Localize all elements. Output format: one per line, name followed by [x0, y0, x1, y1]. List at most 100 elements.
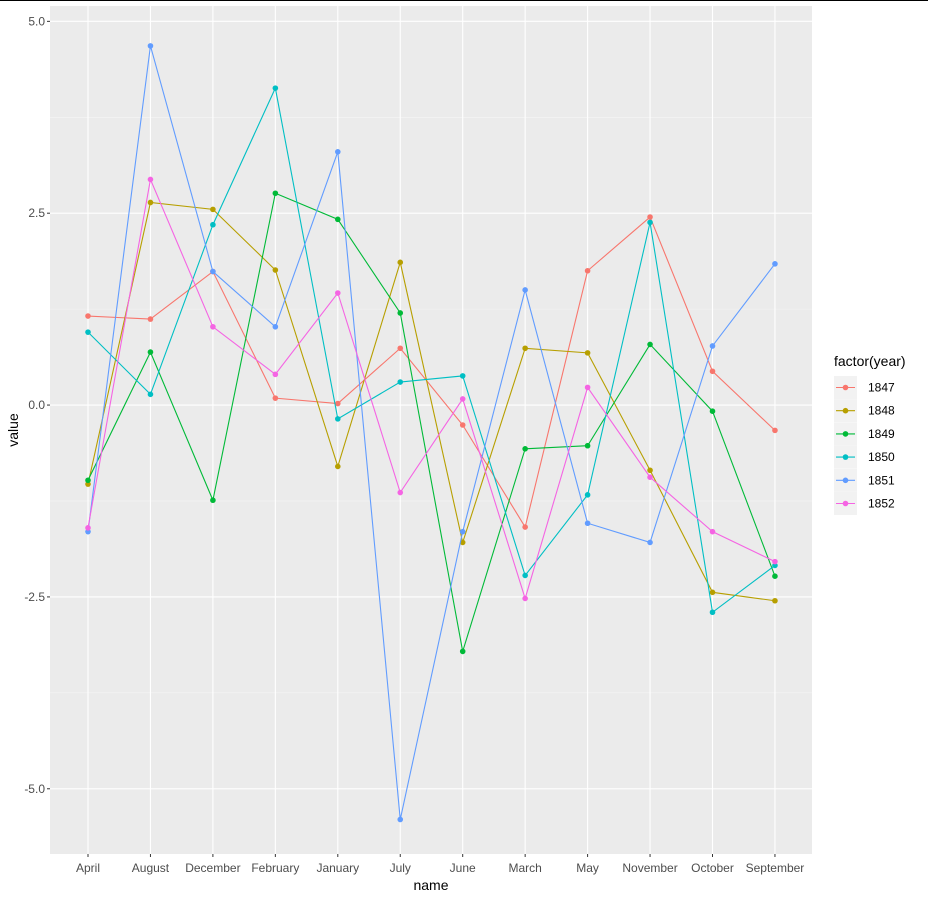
data-point-1849: [709, 408, 716, 414]
data-point-1851: [210, 268, 216, 275]
x-axis-title: name: [413, 877, 448, 893]
series-1851: [85, 43, 778, 823]
data-point-1849: [272, 190, 279, 197]
data-point-1848: [147, 199, 154, 206]
legend-label-1849: 1849: [868, 427, 895, 441]
minor-gridlines: [50, 116, 812, 694]
data-point-1849: [335, 216, 341, 223]
y-axis-title: value: [5, 413, 21, 447]
legend-item-1852: 1852: [834, 492, 895, 515]
data-point-1850: [147, 391, 154, 398]
series-1848: [85, 199, 778, 604]
legend-item-1849: 1849: [834, 422, 895, 446]
data-point-1847: [147, 316, 154, 322]
data-point-1847: [584, 267, 591, 274]
x-tick-label: January: [316, 861, 359, 875]
data-point-1849: [584, 442, 591, 449]
series-line-1849: [87, 192, 776, 652]
data-point-1848: [210, 206, 216, 213]
x-tick-label: December: [185, 861, 240, 875]
data-point-1848: [459, 539, 466, 546]
data-point-1852: [147, 176, 154, 183]
legend-key-point: [842, 407, 849, 414]
x-tick-label: October: [691, 861, 734, 875]
legend-key-point: [842, 454, 849, 460]
data-point-1849: [647, 341, 653, 348]
data-point-1848: [397, 259, 404, 266]
legend-key-point: [842, 384, 849, 391]
data-point-1848: [522, 345, 528, 352]
data-point-1849: [459, 648, 466, 655]
data-point-1849: [522, 446, 528, 452]
data-point-1848: [85, 481, 91, 487]
data-point-1852: [647, 474, 653, 480]
legend-key-point: [842, 500, 849, 507]
data-point-1852: [272, 371, 279, 378]
data-point-1847: [272, 395, 279, 401]
data-point-1848: [772, 597, 778, 604]
data-point-1851: [709, 343, 716, 349]
series-line-1847: [87, 216, 776, 529]
legend-item-1851: 1851: [834, 468, 895, 492]
legend: factor(year) 1847 1848 1849 1850 1851 1852: [834, 353, 906, 515]
major-gridlines: [50, 6, 812, 854]
data-point-1850: [210, 221, 216, 228]
data-point-1851: [459, 528, 466, 535]
data-point-1847: [85, 313, 91, 319]
data-point-1850: [772, 562, 778, 569]
x-tick-label: March: [508, 861, 541, 875]
data-point-1847: [335, 400, 341, 407]
legend-label-1851: 1851: [868, 473, 895, 487]
data-point-1847: [709, 368, 716, 375]
data-point-1852: [85, 525, 91, 531]
legend-items: 1847 1848 1849 1850 1851 1852: [834, 376, 895, 515]
data-point-1850: [272, 85, 279, 91]
data-point-1852: [210, 323, 216, 330]
series-1847: [85, 214, 778, 530]
data-point-1851: [522, 287, 528, 293]
data-point-1848: [584, 350, 591, 356]
data-point-1847: [397, 345, 404, 352]
data-point-1851: [85, 528, 91, 535]
data-point-1849: [772, 573, 778, 579]
data-point-1850: [459, 373, 466, 379]
plot-panel: [50, 6, 812, 854]
y-tick-label: 2.5: [28, 206, 45, 220]
x-tick-label: April: [76, 861, 100, 875]
data-point-1852: [335, 290, 341, 296]
data-point-1850: [522, 572, 528, 579]
legend-item-1848: 1848: [834, 399, 895, 423]
data-point-1851: [272, 323, 279, 330]
x-axis: April August December February January July Ju…: [76, 854, 804, 875]
data-point-1848: [272, 267, 279, 273]
x-tick-label: May: [576, 861, 599, 875]
data-point-1852: [522, 595, 528, 602]
series-layer: [85, 43, 778, 823]
series-line-1848: [87, 201, 776, 602]
data-point-1851: [147, 43, 154, 49]
y-tick-label: -2.5: [24, 590, 45, 604]
legend-label-1847: 1847: [868, 381, 895, 395]
x-tick-label: August: [132, 861, 170, 875]
data-point-1852: [772, 558, 778, 565]
legend-item-1850: 1850: [834, 445, 895, 469]
data-point-1851: [772, 261, 778, 267]
x-tick-label: February: [251, 861, 299, 875]
legend-label-1852: 1852: [868, 497, 895, 511]
data-point-1852: [459, 396, 466, 402]
data-point-1847: [522, 524, 528, 530]
data-point-1849: [210, 497, 216, 504]
data-point-1849: [397, 310, 404, 316]
data-point-1847: [772, 427, 778, 434]
series-1850: [85, 85, 778, 616]
legend-title: factor(year): [834, 353, 906, 369]
series-line-1850: [87, 86, 776, 614]
data-point-1850: [647, 219, 653, 226]
data-point-1851: [584, 520, 591, 527]
data-point-1852: [584, 384, 591, 391]
x-tick-label: September: [746, 861, 805, 875]
x-tick-label: June: [450, 861, 476, 875]
x-tick-label: July: [390, 861, 411, 875]
y-axis: -5.0 -2.5 0.0 2.5 5.0: [24, 14, 50, 796]
legend-item-1847: 1847: [834, 376, 895, 399]
